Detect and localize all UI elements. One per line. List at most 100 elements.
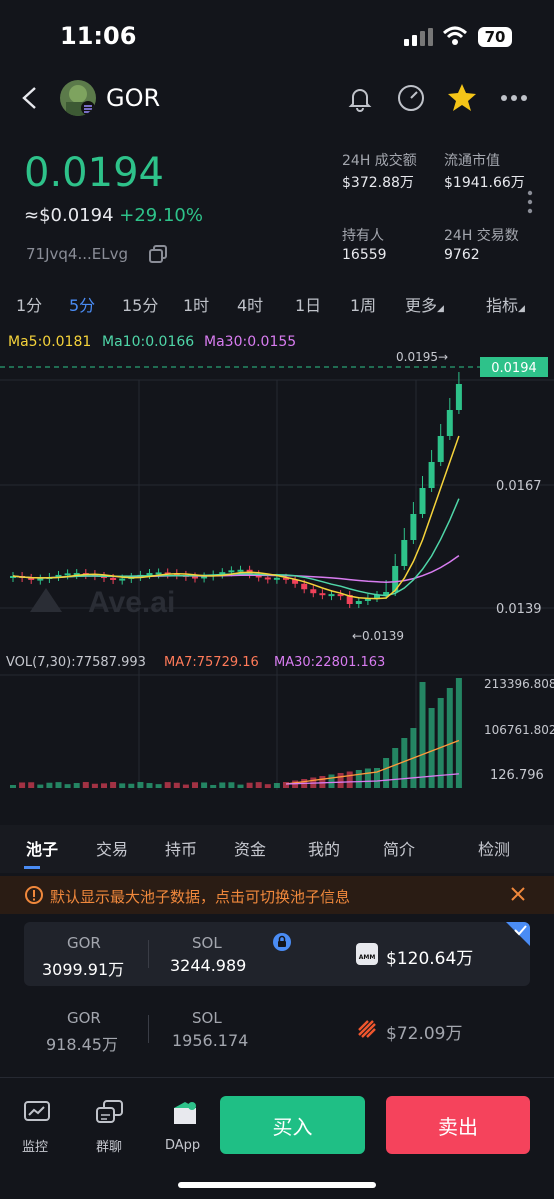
pool1-quote-amount: 3244.989 bbox=[170, 956, 247, 975]
tf-1h[interactable]: 1时 bbox=[183, 296, 210, 315]
tf-5m[interactable]: 5分 bbox=[69, 296, 96, 315]
notice-text: 默认显示最大池子数据，点击可切换池子信息 bbox=[50, 888, 351, 906]
candle-body bbox=[37, 578, 44, 581]
vol-tick-low: 126.796 bbox=[490, 768, 544, 783]
candle-body bbox=[437, 436, 444, 462]
pool2-token-amount: 918.45万 bbox=[46, 1035, 118, 1054]
pool2-token-label: GOR bbox=[67, 1009, 101, 1027]
tab-funds[interactable]: 资金 bbox=[234, 840, 267, 859]
chat-icon[interactable] bbox=[96, 1100, 124, 1126]
candle-body bbox=[237, 569, 244, 572]
price-usd-value: ≈$0.0194 bbox=[24, 205, 114, 226]
speedometer-icon[interactable] bbox=[396, 84, 426, 112]
candle-body bbox=[28, 577, 35, 580]
candle-body bbox=[264, 577, 271, 580]
buy-button[interactable]: 买入 bbox=[220, 1096, 365, 1154]
tf-1d[interactable]: 1日 bbox=[295, 296, 322, 315]
close-icon[interactable] bbox=[510, 886, 526, 902]
bottom-divider bbox=[0, 1077, 554, 1078]
candle-body bbox=[146, 573, 153, 576]
volume-bar bbox=[110, 782, 117, 788]
volume-bar bbox=[10, 785, 16, 788]
stats-more-icon[interactable] bbox=[526, 190, 534, 214]
pool1-divider bbox=[148, 940, 149, 968]
pool-row-selected[interactable] bbox=[24, 922, 530, 986]
candle-body bbox=[64, 573, 71, 576]
price-change: +29.10% bbox=[119, 205, 203, 226]
tf-1w[interactable]: 1周 bbox=[350, 296, 377, 315]
pool1-quote-label: SOL bbox=[192, 934, 222, 952]
volume-bar bbox=[255, 782, 262, 788]
sell-button[interactable]: 卖出 bbox=[386, 1096, 530, 1154]
tf-indicators[interactable]: 指标◢ bbox=[486, 292, 525, 316]
vol-ma7-label: MA7:75729.16 bbox=[164, 655, 259, 670]
volume-bar bbox=[419, 682, 426, 788]
tab-mine[interactable]: 我的 bbox=[308, 840, 341, 859]
chat-label[interactable]: 群聊 bbox=[96, 1140, 123, 1155]
monitor-icon[interactable] bbox=[24, 1101, 50, 1125]
volume-bar bbox=[64, 784, 71, 788]
ma5-label: Ma5:0.0181 bbox=[8, 334, 92, 350]
ma5-line bbox=[12, 435, 460, 600]
back-icon[interactable] bbox=[20, 86, 40, 110]
candlestick-chart[interactable]: Ave.ai 0.0194 0.0195→ ←0.0139 0.0167 0.0… bbox=[0, 350, 554, 800]
volume-bar bbox=[201, 782, 208, 788]
tf-15m[interactable]: 15分 bbox=[122, 296, 159, 315]
dex-logo-icon bbox=[358, 1020, 376, 1038]
tab-check[interactable]: 检测 bbox=[478, 840, 511, 859]
tf-more-label: 更多 bbox=[405, 296, 438, 315]
bell-icon[interactable] bbox=[346, 84, 374, 112]
candle-body bbox=[10, 576, 16, 578]
candle-body bbox=[410, 514, 417, 540]
dapp-label[interactable]: DApp bbox=[165, 1138, 201, 1153]
copy-icon[interactable] bbox=[148, 244, 168, 264]
volume-bar bbox=[37, 784, 44, 788]
chart-grid bbox=[0, 379, 554, 790]
token-avatar bbox=[60, 80, 96, 116]
volume-bar bbox=[264, 784, 271, 788]
candle-body bbox=[101, 576, 107, 579]
tab-intro[interactable]: 简介 bbox=[383, 840, 416, 859]
ma10-line bbox=[12, 498, 460, 597]
candle-body bbox=[455, 384, 462, 410]
volume-bar bbox=[273, 783, 280, 788]
candle-body bbox=[355, 601, 362, 604]
volume-bar bbox=[428, 708, 435, 788]
volume-bar bbox=[182, 784, 189, 788]
tf-4h[interactable]: 4时 bbox=[237, 296, 264, 315]
more-icon[interactable] bbox=[500, 94, 528, 102]
tab-trades[interactable]: 交易 bbox=[96, 840, 129, 859]
volume-bar bbox=[346, 771, 353, 788]
candle-body bbox=[292, 579, 299, 584]
candle-body bbox=[283, 577, 289, 580]
volume-bar bbox=[219, 782, 226, 788]
tab-holders[interactable]: 持币 bbox=[165, 840, 198, 859]
stat-value-mcap: $1941.66万 bbox=[444, 175, 525, 191]
dropdown-icon: ◢ bbox=[518, 304, 525, 314]
status-bar: 11:06 70 bbox=[0, 0, 554, 70]
candle-body bbox=[401, 540, 408, 566]
volume-bar bbox=[401, 738, 408, 788]
monitor-label[interactable]: 监控 bbox=[22, 1140, 49, 1155]
volume-bar bbox=[82, 782, 89, 788]
star-icon[interactable] bbox=[446, 82, 478, 112]
current-price-value: 0.0194 bbox=[491, 361, 537, 376]
notice-banner[interactable] bbox=[0, 876, 554, 914]
watermark-logo bbox=[30, 588, 62, 612]
stat-label-mcap: 流通市值 bbox=[444, 153, 500, 169]
amm-icon: AMM bbox=[356, 943, 378, 965]
volume-bar bbox=[392, 748, 399, 788]
tf-1m[interactable]: 1分 bbox=[16, 296, 43, 315]
wifi-icon bbox=[442, 26, 468, 45]
dropdown-icon: ◢ bbox=[437, 304, 444, 314]
vol-tick-mid: 106761.802 bbox=[484, 723, 554, 737]
candle-body bbox=[273, 577, 280, 580]
high-label: 0.0195→ bbox=[396, 350, 448, 364]
pool1-usd: $120.64万 bbox=[386, 949, 474, 969]
price-usd: ≈$0.0194 +29.10% bbox=[24, 205, 203, 226]
volume-bar bbox=[319, 776, 326, 788]
dapp-icon[interactable] bbox=[170, 1100, 200, 1128]
tab-pools[interactable]: 池子 bbox=[26, 840, 59, 859]
candle-body bbox=[91, 574, 98, 577]
tf-more[interactable]: 更多◢ bbox=[405, 292, 444, 316]
